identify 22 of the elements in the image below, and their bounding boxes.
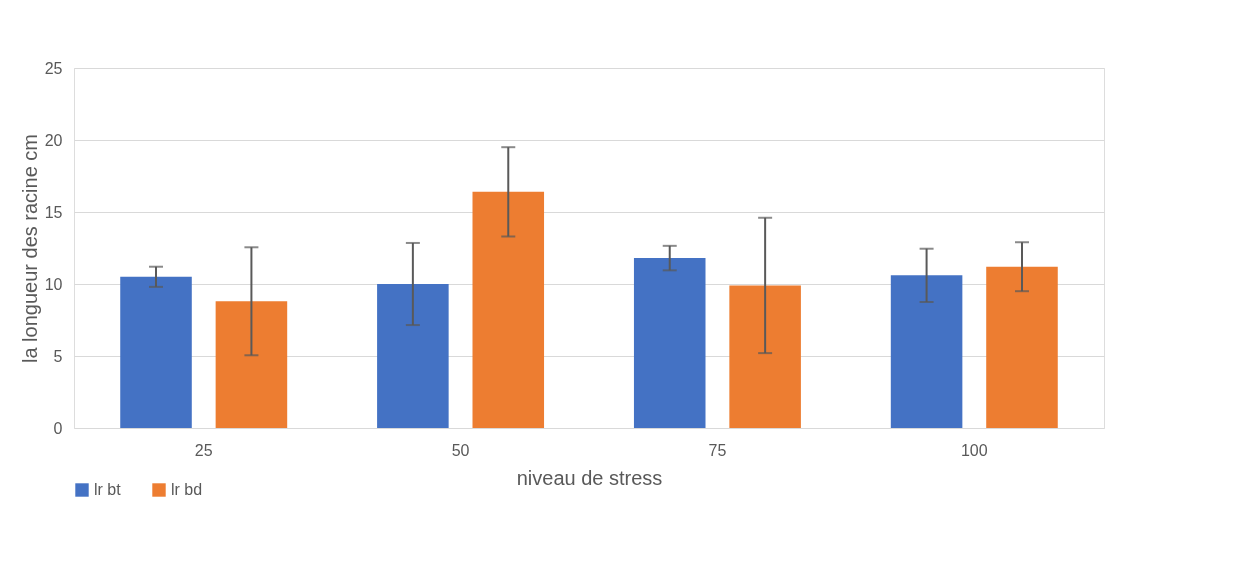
bar [729, 285, 801, 428]
y-tick-label: 10 [44, 275, 63, 293]
y-tick-label: 20 [44, 131, 63, 149]
y-tick-label: 0 [53, 419, 63, 437]
x-tick-label: 75 [708, 441, 727, 459]
bar [633, 258, 706, 428]
bar [890, 275, 963, 428]
bar [986, 266, 1058, 428]
bar [377, 284, 449, 428]
y-tick-label: 5 [53, 347, 63, 365]
legend-label: lr bd [171, 481, 203, 498]
bar [215, 301, 288, 428]
legend-label: lr bt [94, 481, 122, 498]
x-axis-title: niveau de stress [516, 466, 663, 489]
bar [472, 191, 545, 428]
y-tick-label: 15 [44, 203, 63, 221]
y-axis-title: la longueur des racine cm [18, 133, 41, 364]
x-tick-label: 100 [960, 441, 988, 459]
y-tick-label: 25 [44, 59, 63, 77]
bar [120, 276, 192, 428]
x-tick-label: 50 [451, 441, 470, 459]
x-tick-label: 25 [194, 441, 213, 459]
